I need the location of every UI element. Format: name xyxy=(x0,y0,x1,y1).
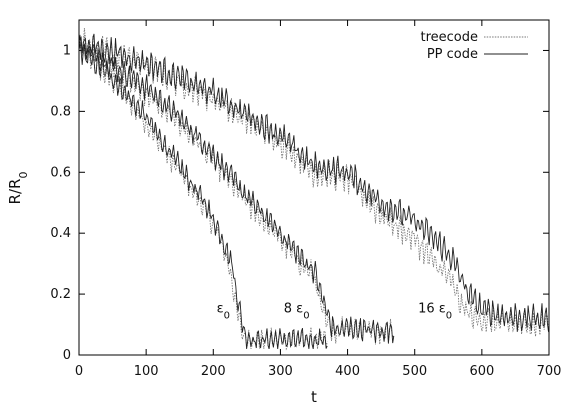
y-tick-label: 0 xyxy=(63,348,71,363)
plot-frame xyxy=(78,19,550,356)
curve-annotation: ε0 xyxy=(217,301,230,321)
x-tick-label: 0 xyxy=(75,364,83,379)
y-tick-label: 0.6 xyxy=(50,165,71,180)
series-line xyxy=(78,42,328,350)
y-tick-label: 0.2 xyxy=(50,287,71,302)
y-tick-label: 0.4 xyxy=(50,226,71,241)
y-tick-label: 1 xyxy=(63,43,71,58)
series-lines xyxy=(78,28,549,351)
y-tick-label: 0.8 xyxy=(50,104,71,119)
series-line xyxy=(78,33,549,332)
x-tick-label: 200 xyxy=(201,364,226,379)
x-tick-label: 400 xyxy=(335,364,360,379)
x-tick-label: 300 xyxy=(268,364,293,379)
series-line xyxy=(78,34,395,345)
x-tick-label: 500 xyxy=(402,364,427,379)
legend: treecode PP code xyxy=(420,30,528,62)
y-axis-label-sub: 0 xyxy=(17,172,30,179)
series-line xyxy=(78,44,328,351)
y-axis-label-main: R/R xyxy=(6,179,24,205)
tick-labels: 0 100 200 300 400 500 600 700 0 0.2 0.4 0.6 0.8 1 xyxy=(50,43,561,379)
legend-label: treecode xyxy=(420,30,478,45)
curve-annotation: 8 ε0 xyxy=(284,301,310,321)
x-axis-label: t xyxy=(311,388,317,406)
curve-annotation: 16 ε0 xyxy=(418,301,452,321)
x-tick-label: 700 xyxy=(537,364,562,379)
legend-label: PP code xyxy=(427,47,478,62)
x-tick-label: 100 xyxy=(134,364,159,379)
series-line xyxy=(78,35,395,344)
x-tick-label: 600 xyxy=(469,364,494,379)
annotations: ε0 8 ε0 16 ε0 xyxy=(217,301,453,321)
y-axis-label: R/R0 xyxy=(6,172,30,205)
series-line xyxy=(78,28,549,337)
